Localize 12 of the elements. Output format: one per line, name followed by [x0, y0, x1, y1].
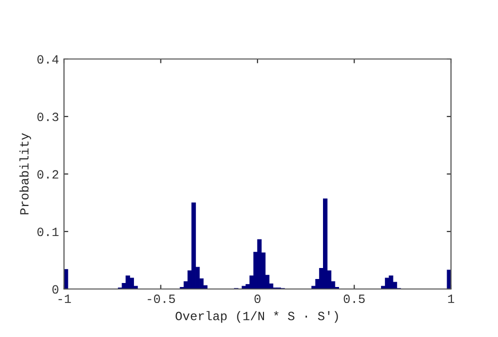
x-axis-title: Overlap (1/N * S · S′): [176, 311, 338, 323]
y-axis-title: Probability: [19, 133, 32, 214]
x-tick-label: -1: [58, 294, 71, 303]
y-tick-label: 0.2: [37, 170, 58, 179]
y-tick-label: 0.1: [37, 228, 59, 236]
y-tick-label: 0.3: [37, 112, 58, 122]
x-tick-label: 0.5: [344, 294, 365, 304]
x-tick-label: 1: [448, 294, 454, 303]
y-tick-label: 0: [52, 285, 58, 294]
y-tick-label: 0.4: [37, 55, 59, 64]
x-tick-label: -0.5: [148, 294, 175, 304]
x-tick-label: 0: [254, 294, 260, 304]
